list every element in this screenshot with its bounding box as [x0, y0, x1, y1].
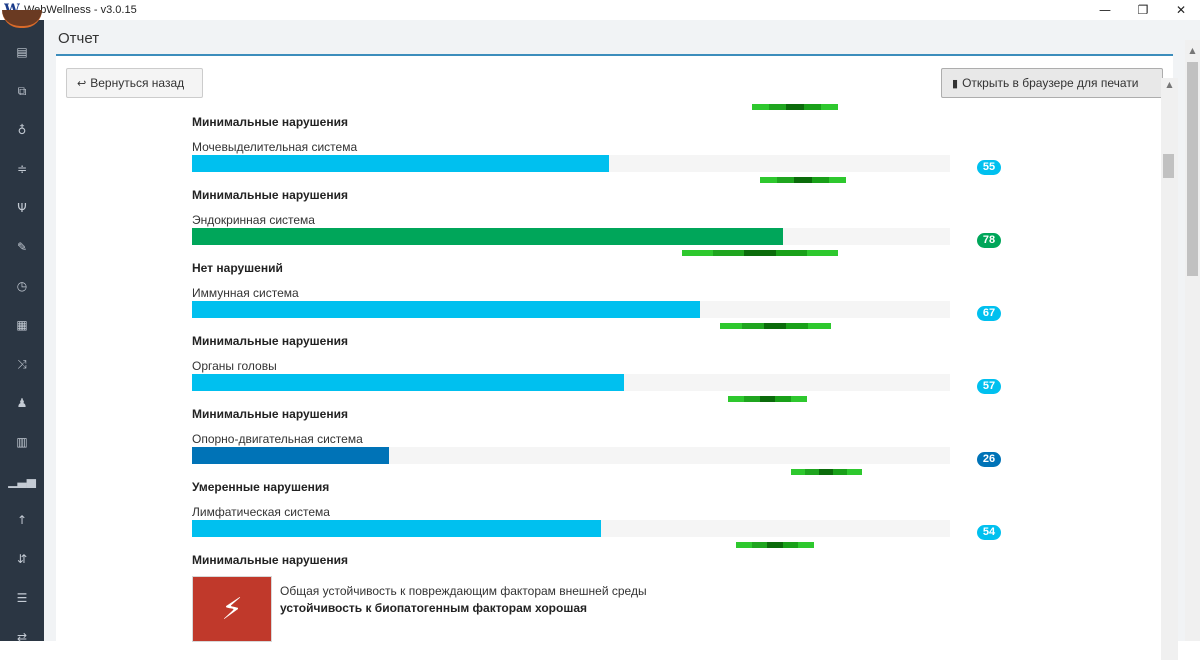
progress-fill — [192, 374, 625, 391]
system-label: Мочевыделительная система — [192, 140, 358, 154]
back-button-label: Вернуться назад — [90, 76, 185, 90]
system-label: Иммунная система — [192, 286, 299, 300]
calculator-icon[interactable]: ▦ — [16, 318, 28, 332]
window-scroll-thumb[interactable] — [1187, 62, 1198, 276]
system-label: Опорно-двигательная система — [192, 432, 363, 446]
score-badge: 54 — [977, 525, 1001, 540]
window-scroll-up-icon[interactable]: ▲ — [1189, 46, 1196, 55]
child-icon[interactable]: ♟ — [16, 396, 28, 410]
progress-fill — [192, 301, 700, 318]
reply-icon: ↩ — [77, 76, 87, 90]
random-icon[interactable]: ⤨ — [17, 356, 27, 371]
clock-icon[interactable]: ◷ — [16, 279, 28, 293]
report-content: ↩ Вернуться назад ▮ Открыть в браузере д… — [56, 56, 1163, 656]
page-title: Отчет — [58, 30, 100, 47]
exchange-icon[interactable]: ⇄ — [16, 630, 28, 644]
list-icon[interactable]: ☰ — [16, 591, 28, 605]
status-heading: Минимальные нарушения — [192, 407, 348, 421]
pencil-icon[interactable]: ✎ — [16, 240, 28, 254]
signal-icon[interactable]: ▁▃▅ — [8, 474, 36, 488]
arrow-up-icon[interactable]: ↑ — [16, 513, 28, 527]
score-badge: 78 — [977, 233, 1001, 248]
main-area: Отчет ↩ Вернуться назад ▮ Открыть в брау… — [44, 20, 1200, 660]
window-scrollbar[interactable]: ▲ — [1185, 40, 1200, 641]
window-title: WebWellness - v3.0.15 — [24, 4, 137, 16]
progress-track — [192, 155, 950, 172]
status-heading: Минимальные нарушения — [192, 334, 348, 348]
report-scrollbar[interactable]: ▲ — [1161, 78, 1178, 660]
status-heading: Минимальные нарушения — [192, 188, 348, 202]
status-heading: Минимальные нарушения — [192, 115, 348, 129]
clone-icon[interactable]: ⧉ — [17, 83, 27, 98]
score-badge: 55 — [977, 160, 1001, 175]
decorative-strip — [752, 104, 839, 110]
decorative-strip — [736, 542, 815, 548]
progress-fill — [192, 520, 602, 537]
minimize-button[interactable]: — — [1099, 3, 1111, 17]
progress-track — [192, 301, 950, 318]
resistance-title: Общая устойчивость к повреждающим фактор… — [280, 584, 647, 598]
print-button-label: Открыть в браузере для печати — [962, 76, 1139, 90]
id-card-icon[interactable]: ▤ — [16, 45, 28, 59]
sliders-icon[interactable]: ≑ — [16, 162, 28, 176]
progress-track — [192, 228, 950, 245]
report-panel: ↩ Вернуться назад ▮ Открыть в браузере д… — [56, 54, 1173, 654]
restore-button[interactable]: ❐ — [1137, 3, 1149, 17]
close-button[interactable]: ✕ — [1175, 3, 1187, 17]
resistance-result: устойчивость к биопатогенным факторам хо… — [280, 601, 588, 615]
status-heading: Умеренные нарушения — [192, 480, 330, 494]
status-heading: Нет нарушений — [192, 261, 283, 275]
progress-fill — [192, 447, 390, 464]
file-icon: ▮ — [952, 76, 959, 90]
stethoscope-icon[interactable]: ♁ — [17, 123, 27, 137]
progress-track — [192, 447, 950, 464]
score-badge: 26 — [977, 452, 1001, 467]
system-label: Эндокринная система — [192, 213, 315, 227]
system-label: Органы головы — [192, 359, 277, 373]
scroll-thumb[interactable] — [1163, 154, 1174, 178]
decorative-strip — [791, 469, 862, 475]
sort-icon[interactable]: ⇵ — [16, 552, 28, 566]
progress-track — [192, 374, 950, 391]
progress-fill — [192, 155, 609, 172]
progress-fill — [192, 228, 784, 245]
decorative-strip — [760, 177, 847, 183]
back-button[interactable]: ↩ Вернуться назад — [66, 68, 203, 98]
scroll-up-icon[interactable]: ▲ — [1166, 80, 1173, 89]
status-heading: Минимальные нарушения — [192, 553, 348, 567]
system-label: Лимфатическая система — [192, 505, 330, 519]
title-bar: W WebWellness - v3.0.15 — ❐ ✕ — [0, 0, 1200, 20]
decorative-strip — [720, 323, 831, 329]
sidebar: ▤ ⧉ ♁ ≑ Ψ ✎ ◷ ▦ ⤨ ♟ ▥ ▁▃▅ ↑ ⇵ ☰ ⇄ — [0, 10, 44, 644]
bar-chart-icon[interactable]: ▥ — [16, 435, 28, 449]
cutlery-icon[interactable]: Ψ — [17, 201, 27, 215]
progress-track — [192, 520, 950, 537]
decorative-strip — [682, 250, 839, 256]
avatar[interactable] — [2, 10, 42, 28]
lightning-icon: ⚡ — [192, 576, 272, 642]
score-badge: 57 — [977, 379, 1001, 394]
decorative-strip — [728, 396, 808, 402]
print-button[interactable]: ▮ Открыть в браузере для печати — [941, 68, 1163, 98]
score-badge: 67 — [977, 306, 1001, 321]
